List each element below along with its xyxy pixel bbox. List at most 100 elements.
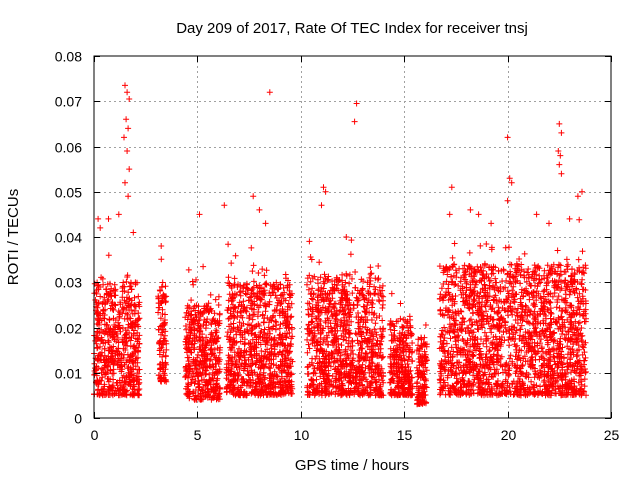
data-point (401, 378, 408, 385)
data-point (285, 369, 291, 376)
data-point (399, 329, 406, 336)
data-point (451, 240, 458, 247)
data-point (497, 288, 504, 295)
data-point (518, 261, 525, 268)
data-point (188, 341, 195, 348)
data-point (369, 297, 376, 304)
data-point (507, 303, 514, 310)
data-point (466, 392, 473, 398)
data-point (470, 367, 477, 374)
data-point (525, 274, 532, 281)
data-point (507, 388, 514, 395)
data-point (227, 336, 234, 343)
data-point (523, 373, 530, 380)
data-point (448, 279, 455, 286)
data-point (159, 359, 166, 366)
data-point (436, 263, 443, 270)
data-point (198, 386, 205, 393)
data-point (557, 335, 564, 342)
data-point (212, 338, 219, 345)
data-point (547, 270, 554, 277)
data-point (314, 339, 321, 346)
data-point (249, 336, 256, 343)
data-point (487, 313, 494, 320)
data-point (315, 287, 322, 294)
data-point (227, 310, 234, 317)
data-point (116, 311, 123, 318)
data-point (135, 366, 142, 373)
data-point (128, 307, 135, 313)
data-point (574, 352, 581, 359)
data-point (502, 244, 509, 251)
data-point (273, 279, 280, 286)
data-point (215, 334, 222, 341)
data-point (160, 349, 167, 356)
data-point (418, 334, 425, 341)
data-point (249, 325, 256, 332)
data-point (227, 347, 234, 353)
data-point (305, 286, 312, 293)
data-point (497, 391, 504, 398)
data-point (101, 345, 108, 352)
data-point (558, 313, 565, 320)
data-point (211, 335, 218, 342)
data-point (286, 294, 293, 301)
data-point (335, 278, 342, 285)
data-point (537, 294, 544, 301)
data-point (118, 355, 125, 362)
data-point (224, 329, 231, 336)
data-point (118, 368, 125, 375)
data-point (135, 293, 142, 300)
data-point (347, 387, 354, 394)
data-point (366, 369, 373, 376)
data-point (367, 365, 374, 372)
data-point (162, 311, 168, 318)
data-point (283, 357, 290, 364)
data-point (415, 342, 421, 349)
data-point (245, 340, 252, 346)
data-point (567, 288, 574, 295)
data-point (325, 329, 332, 336)
data-point (240, 288, 247, 295)
data-point (452, 370, 459, 377)
data-point (370, 336, 377, 342)
data-point (558, 308, 565, 314)
data-point (213, 329, 220, 336)
data-point (449, 254, 456, 261)
data-point (406, 385, 412, 392)
data-point (520, 293, 527, 299)
data-point (507, 268, 514, 275)
data-point (408, 374, 415, 381)
data-point (452, 308, 459, 315)
data-point (135, 387, 142, 394)
data-point (333, 285, 340, 292)
data-point (347, 251, 354, 258)
data-point (277, 348, 283, 355)
data-point (194, 373, 201, 380)
data-point (186, 368, 193, 375)
data-point (472, 303, 479, 310)
data-point (372, 286, 379, 293)
data-point (223, 385, 230, 392)
data-point (506, 334, 513, 341)
data-point (469, 349, 476, 356)
data-point (98, 377, 105, 384)
data-point (339, 382, 346, 389)
data-point (368, 349, 375, 356)
data-point (569, 325, 576, 332)
data-point (194, 369, 201, 376)
data-point (162, 299, 169, 306)
data-point (333, 312, 340, 318)
data-point (266, 301, 273, 308)
data-point (328, 389, 335, 396)
data-point (231, 377, 238, 384)
data-point (203, 318, 210, 325)
data-point (515, 373, 522, 380)
data-point (490, 263, 497, 270)
data-point (532, 388, 539, 395)
data-point (344, 352, 351, 359)
data-point (550, 261, 557, 268)
data-point (575, 342, 582, 349)
data-point (278, 291, 285, 298)
data-point (117, 301, 124, 308)
